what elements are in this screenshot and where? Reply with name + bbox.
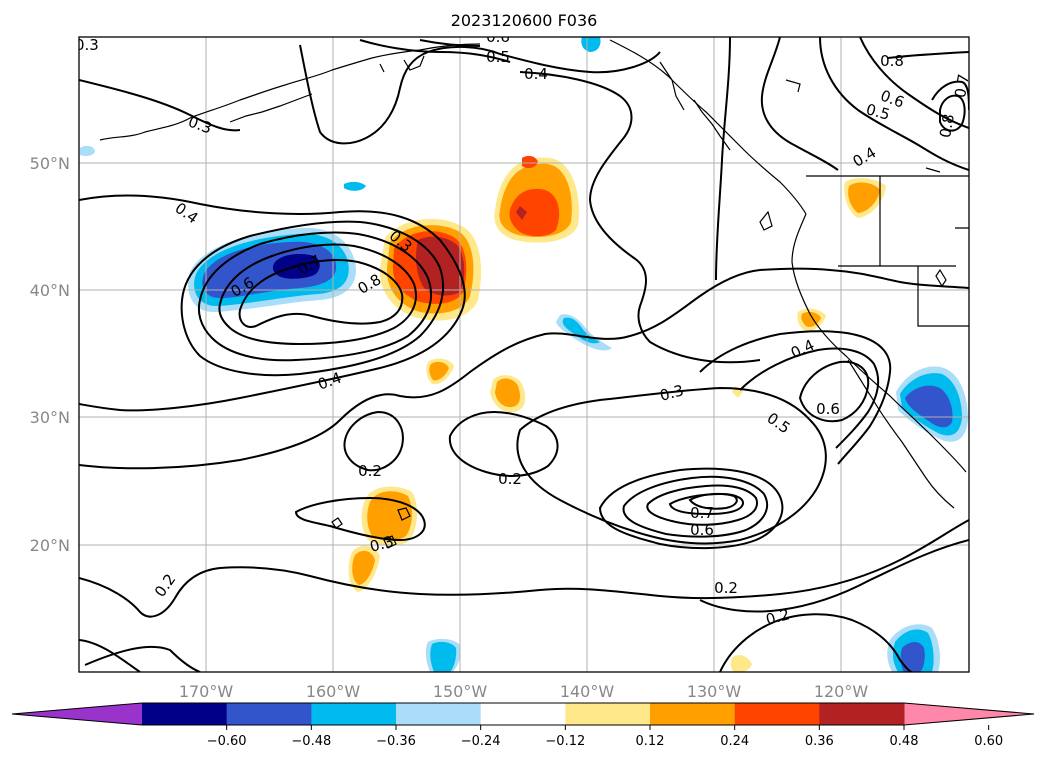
contour-label: 0.6 bbox=[816, 400, 840, 418]
lon-label: 130°W bbox=[687, 682, 742, 701]
contour-label: 0.3 bbox=[368, 532, 396, 556]
colorbar-segment bbox=[819, 703, 905, 725]
contour-label: 0.8 bbox=[936, 113, 958, 140]
contour-label: 0.2 bbox=[764, 605, 792, 629]
contour-label: 0.5 bbox=[864, 100, 892, 124]
colorbar-tick-label: 0.48 bbox=[890, 734, 919, 749]
colorbar-tick-label: 0.12 bbox=[636, 734, 665, 749]
longitude-labels: 170°W 160°W 150°W 140°W 130°W 120°W bbox=[179, 682, 869, 701]
colorbar-segment bbox=[311, 703, 397, 725]
colorbar-tick-label: −0.60 bbox=[207, 734, 247, 749]
colorbar-outline bbox=[11, 702, 1035, 726]
colorbar-tick-label: 0.24 bbox=[720, 734, 749, 749]
contour-label: 0.6 bbox=[690, 521, 714, 539]
lat-label: 30°N bbox=[30, 408, 70, 427]
colorbar-extend-min bbox=[12, 703, 142, 725]
colorbar: −0.60 −0.48 −0.36 −0.24 −0.12 0.12 0.24 0.36 0.4… bbox=[11, 702, 1035, 749]
colorbar-tick-label: −0.48 bbox=[291, 734, 331, 749]
lon-label: 120°W bbox=[814, 682, 869, 701]
contour-label: 0.5 bbox=[486, 48, 510, 66]
contour-label: 0.7 bbox=[951, 73, 973, 100]
graticule bbox=[79, 37, 969, 672]
contour-label: 0.3 bbox=[75, 36, 99, 54]
map-frame bbox=[78, 36, 970, 673]
contour-label: 0.2 bbox=[498, 470, 522, 488]
contour-label: 0.8 bbox=[880, 52, 904, 70]
colorbar-tick-label: −0.12 bbox=[545, 734, 585, 749]
contour-label: 0.2 bbox=[358, 462, 382, 480]
colorbar-segment bbox=[650, 703, 736, 725]
lat-label: 50°N bbox=[30, 154, 70, 173]
colorbar-tick-label: 0.60 bbox=[974, 734, 1003, 749]
lon-label: 150°W bbox=[433, 682, 488, 701]
contour-label: 0.6 bbox=[486, 28, 510, 46]
colorbar-tick-label: −0.36 bbox=[376, 734, 416, 749]
latitude-labels: 20°N 30°N 40°N 50°N bbox=[30, 154, 70, 555]
contour-label: 0.2 bbox=[714, 579, 738, 597]
plot-title: 2023120600 F036 bbox=[451, 11, 598, 30]
contour-label: 0.4 bbox=[524, 65, 548, 83]
colorbar-segment bbox=[480, 703, 566, 725]
colorbar-segment bbox=[396, 703, 482, 725]
lat-label: 40°N bbox=[30, 281, 70, 300]
lon-label: 140°W bbox=[560, 682, 615, 701]
coastlines bbox=[99, 39, 969, 549]
colorbar-segment bbox=[734, 703, 820, 725]
contour-label: 0.7 bbox=[690, 504, 714, 522]
colorbar-segment bbox=[565, 703, 651, 725]
map-area: 0.3 0.6 0.5 0.4 0.3 0.8 0.6 0.5 0.7 0.8 … bbox=[75, 28, 973, 672]
colorbar-tick-label: 0.36 bbox=[805, 734, 834, 749]
lat-label: 20°N bbox=[30, 536, 70, 555]
contour-label: 0.3 bbox=[658, 381, 686, 405]
colorbar-extend-max bbox=[904, 703, 1034, 725]
lon-label: 170°W bbox=[179, 682, 234, 701]
colorbar-tick-label: −0.24 bbox=[461, 734, 501, 749]
colorbar-segment bbox=[142, 703, 228, 725]
lon-label: 160°W bbox=[306, 682, 361, 701]
colorbar-segment bbox=[226, 703, 312, 725]
contour-lines bbox=[79, 37, 969, 672]
